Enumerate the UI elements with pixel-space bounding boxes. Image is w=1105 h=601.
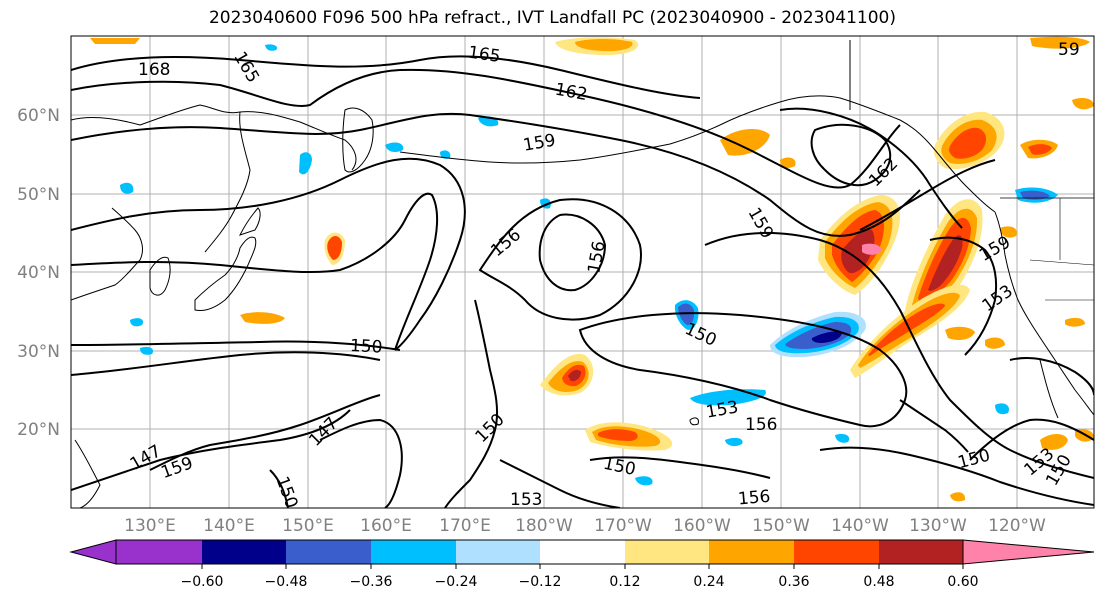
lon-tick-label: 120°W bbox=[988, 516, 1046, 536]
colorbar-tick-label: −0.12 bbox=[519, 574, 562, 590]
lon-tick-label: 160°E bbox=[360, 516, 412, 536]
colorbar-segment bbox=[202, 540, 286, 564]
colorbar-segment bbox=[456, 540, 540, 564]
colorbar-tick-label: −0.60 bbox=[181, 574, 224, 590]
colorbar-tick-label: −0.24 bbox=[435, 574, 478, 590]
contour-label: 153 bbox=[510, 490, 542, 510]
colorbar-segment bbox=[794, 540, 879, 564]
colorbar-ticks bbox=[201, 564, 964, 569]
colorbar-segment bbox=[540, 540, 625, 564]
colorbar: −0.60 −0.48 −0.36 −0.24 −0.12 0.12 0.24 … bbox=[69, 539, 1095, 590]
lon-tick-label: 130°W bbox=[909, 516, 967, 536]
coastlines bbox=[71, 40, 1094, 508]
lon-tick-label: 130°E bbox=[124, 516, 176, 536]
lat-tick-label: 60°N bbox=[17, 106, 60, 126]
lon-tick-label: 170°W bbox=[594, 516, 652, 536]
lat-tick-label: 20°N bbox=[17, 420, 60, 440]
colorbar-extend-left bbox=[69, 539, 117, 565]
colorbar-segment bbox=[116, 540, 202, 564]
colorbar-tick-label: 0.48 bbox=[863, 574, 894, 590]
colorbar-segment bbox=[371, 540, 456, 564]
lat-tick-label: 30°N bbox=[17, 342, 60, 362]
colorbar-tick-label: −0.48 bbox=[265, 574, 308, 590]
longitude-axis: 130°E 140°E 150°E 160°E 170°E 180°W 170°… bbox=[124, 516, 1046, 536]
colorbar-segment bbox=[625, 540, 709, 564]
map-frame bbox=[70, 35, 1095, 509]
negative-shading bbox=[120, 44, 1058, 486]
latitude-axis: 60°N 50°N 40°N 30°N 20°N bbox=[17, 106, 60, 440]
contour-label: 150 bbox=[349, 336, 382, 358]
map-title: 2023040600 F096 500 hPa refract., IVT La… bbox=[208, 8, 896, 28]
lon-tick-label: 140°E bbox=[203, 516, 255, 536]
colorbar-tick-label: −0.36 bbox=[350, 574, 393, 590]
colorbar-tick-label: 0.12 bbox=[609, 574, 640, 590]
colorbar-segment bbox=[879, 540, 963, 564]
lon-tick-label: 180°W bbox=[515, 516, 573, 536]
contour-label: 156 bbox=[737, 487, 771, 510]
refractivity-contours bbox=[71, 55, 1094, 508]
lon-tick-label: 150°W bbox=[752, 516, 810, 536]
colorbar-tick-label: 0.24 bbox=[693, 574, 724, 590]
contour-label: 165 bbox=[467, 43, 502, 67]
colorbar-extend-right bbox=[962, 539, 1095, 565]
contour-label: 156 bbox=[745, 415, 777, 435]
lon-tick-label: 160°W bbox=[673, 516, 731, 536]
lon-tick-label: 150°E bbox=[282, 516, 334, 536]
colorbar-segment bbox=[286, 540, 371, 564]
lon-tick-label: 140°W bbox=[831, 516, 889, 536]
colorbar-segment bbox=[709, 540, 794, 564]
lat-tick-label: 50°N bbox=[17, 185, 60, 205]
colorbar-tick-label: 0.60 bbox=[947, 574, 978, 590]
contour-label: 59 bbox=[1058, 40, 1080, 60]
lon-tick-label: 170°E bbox=[439, 516, 491, 536]
lat-tick-label: 40°N bbox=[17, 263, 60, 283]
colorbar-tick-label: 0.36 bbox=[778, 574, 809, 590]
contour-label: 168 bbox=[138, 60, 170, 80]
positive-shading bbox=[90, 36, 1094, 502]
